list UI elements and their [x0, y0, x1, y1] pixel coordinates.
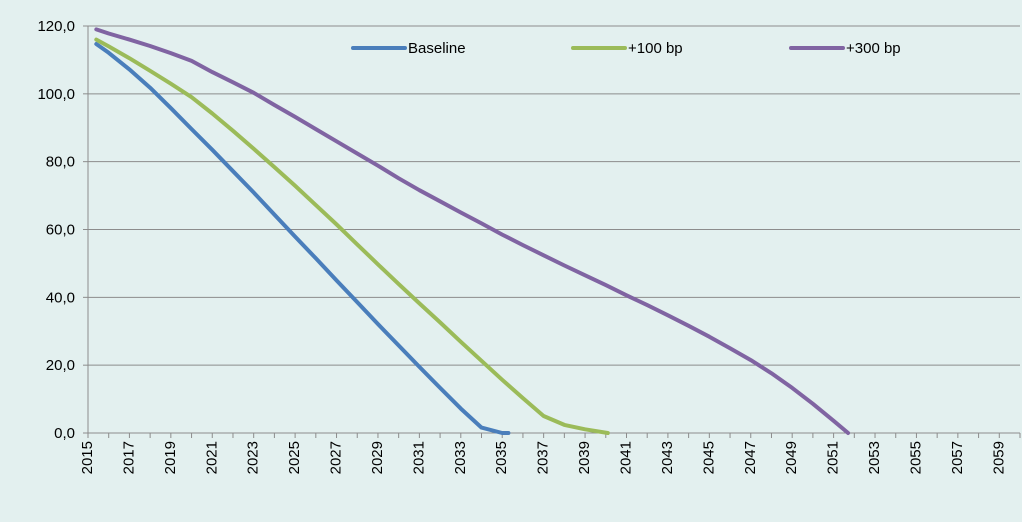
x-tick-label: 2031 [410, 441, 427, 474]
x-tick-label: 2021 [203, 441, 220, 474]
x-tick-label: 2055 [907, 441, 924, 474]
x-tick-label: 2047 [742, 441, 759, 474]
x-tick-label: 2049 [783, 441, 800, 474]
x-tick-label: 2043 [659, 441, 676, 474]
axes: 0,0 20,0 40,0 60,0 80,0 100,0 120,0 2015 2017 201… [37, 18, 1021, 474]
x-tick-label: 2019 [162, 441, 179, 474]
x-tick-label: 2023 [245, 441, 262, 474]
series-line-2 [94, 27, 851, 435]
legend-label-2: +300 bp [846, 40, 901, 57]
x-tick-label: 2053 [866, 441, 883, 474]
x-tick-label: 2051 [825, 441, 842, 474]
grid-lines [88, 25, 1020, 366]
legend-label-0: Baseline [408, 40, 466, 57]
x-tick-label: 2035 [493, 441, 510, 474]
x-tick-label: 2059 [990, 441, 1007, 474]
x-tick-label: 2027 [328, 441, 345, 474]
x-tick-label: 2025 [286, 441, 303, 474]
series-line-1 [94, 37, 610, 435]
series-lines [94, 27, 851, 435]
y-tick-label: 20,0 [46, 357, 75, 374]
y-tick-label: 0,0 [54, 425, 75, 442]
y-tick-label: 100,0 [37, 86, 75, 103]
y-tick-label: 80,0 [46, 154, 75, 171]
y-tick-label: 60,0 [46, 222, 75, 239]
x-tick-label: 2017 [120, 441, 137, 474]
x-tick-label: 2041 [617, 441, 634, 474]
legend: Baseline +100 bp +300 bp [351, 40, 901, 57]
x-tick-label: 2057 [949, 441, 966, 474]
y-tick-label: 40,0 [46, 289, 75, 306]
y-tick-label: 120,0 [37, 18, 75, 35]
x-tick-label: 2029 [369, 441, 386, 474]
legend-label-1: +100 bp [628, 40, 683, 57]
series-line-0 [94, 42, 511, 435]
x-tick-label: 2037 [535, 441, 552, 474]
x-tick-label: 2039 [576, 441, 593, 474]
x-tick-label: 2033 [452, 441, 469, 474]
x-tick-label: 2015 [79, 441, 96, 474]
x-tick-label: 2045 [700, 441, 717, 474]
